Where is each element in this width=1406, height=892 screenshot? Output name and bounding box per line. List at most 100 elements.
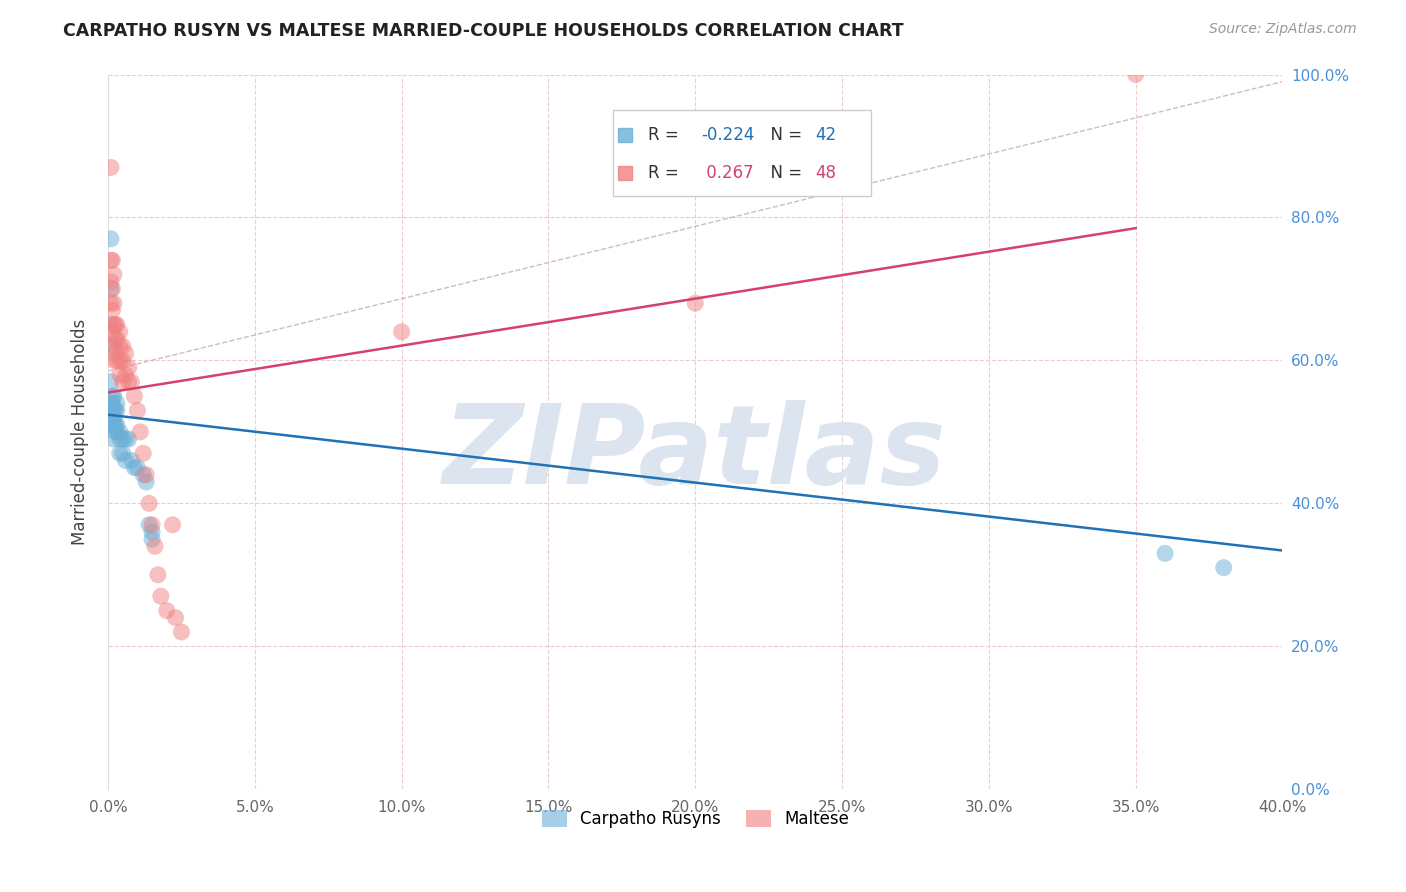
Point [135,467,157,482]
Text: CARPATHO RUSYN VS MALTESE MARRIED-COUPLE HOUSEHOLDS CORRELATION CHART: CARPATHO RUSYN VS MALTESE MARRIED-COUPLE… [63,22,904,40]
Legend: Carpatho Rusyns, Maltese: Carpatho Rusyns, Maltese [534,803,855,835]
Point [105,318,128,332]
Point [124,460,146,475]
Point [103,268,125,282]
Text: ZIPatlas: ZIPatlas [443,400,948,507]
Point [108,425,131,439]
Point [100,282,122,296]
Point [100,161,122,175]
Point [1212,560,1234,574]
Point [111,339,134,353]
Point [100,253,122,268]
Point [104,318,127,332]
Point [141,532,163,546]
Point [104,425,127,439]
Point [132,467,155,482]
Point [117,375,139,389]
Point [100,410,122,425]
Point [121,453,143,467]
Point [162,517,184,532]
Point [165,610,187,624]
Y-axis label: Married-couple Households: Married-couple Households [72,318,89,545]
FancyBboxPatch shape [613,111,872,196]
Point [101,410,124,425]
Point [104,332,127,346]
Point [114,346,136,360]
Point [143,539,166,553]
Point [114,453,136,467]
Point [108,432,131,446]
Point [101,396,124,410]
Point [105,332,128,346]
Point [146,567,169,582]
Point [103,296,125,310]
Point [100,318,122,332]
Point [105,417,128,432]
Point [114,368,136,382]
Point [132,446,155,460]
Point [105,396,128,410]
Point [103,339,125,353]
Point [111,353,134,368]
Point [104,417,127,432]
Text: N =: N = [759,127,807,145]
Point [103,353,125,368]
Point [170,625,193,640]
Point [108,368,131,382]
Point [100,296,122,310]
Point [100,396,122,410]
Text: R =: R = [648,127,685,145]
Text: 48: 48 [815,164,837,182]
Point [391,325,413,339]
Point [101,403,124,417]
Point [114,432,136,446]
Point [117,432,139,446]
Point [105,353,128,368]
Point [124,389,146,403]
Text: 42: 42 [815,127,837,145]
Point [101,282,124,296]
Point [138,496,160,510]
Point [100,275,122,289]
Text: 0.267: 0.267 [702,164,754,182]
Text: N =: N = [759,164,807,182]
Point [156,603,179,617]
Text: -0.224: -0.224 [702,127,755,145]
Point [101,389,124,403]
Point [121,375,143,389]
Point [108,446,131,460]
Point [108,339,131,353]
Point [100,339,122,353]
Point [135,475,157,489]
Point [1154,546,1177,560]
Point [103,417,125,432]
Point [101,303,124,318]
Point [103,410,125,425]
Point [101,325,124,339]
Point [103,318,125,332]
Point [101,253,124,268]
Point [100,232,122,246]
Point [1125,68,1147,82]
Point [138,517,160,532]
Point [103,432,125,446]
Point [108,353,131,368]
Point [149,589,172,603]
Point [141,517,163,532]
Point [103,389,125,403]
Point [127,460,149,475]
Point [127,403,149,417]
Point [100,375,122,389]
Point [129,425,152,439]
Point [111,375,134,389]
Point [101,417,124,432]
Point [103,403,125,417]
Point [105,403,128,417]
Point [105,425,128,439]
Point [104,403,127,417]
Point [108,325,131,339]
Text: Source: ZipAtlas.com: Source: ZipAtlas.com [1209,22,1357,37]
Point [141,524,163,539]
Point [683,296,706,310]
Point [111,432,134,446]
